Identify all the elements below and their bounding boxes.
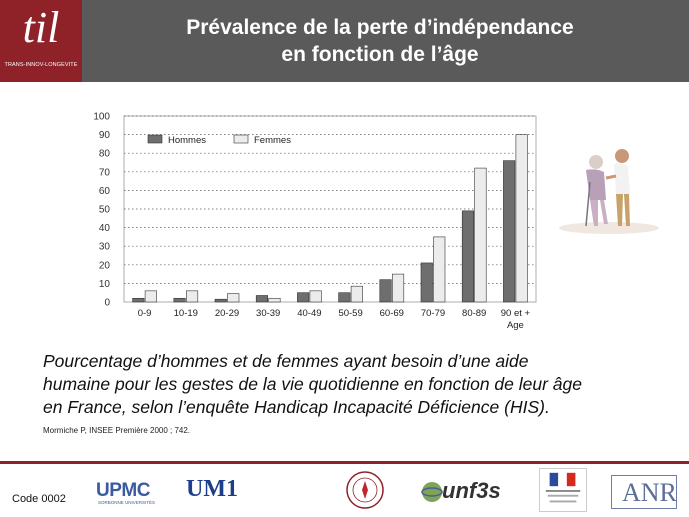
bar-hommes (132, 297, 145, 303)
footer-divider (0, 461, 689, 464)
y-tick-label: 0 (104, 298, 110, 309)
upmc-logo: UPMC SORBONNE UNIVERSITÉS (96, 480, 160, 508)
bar-hommes (379, 279, 392, 303)
figure-caption: Pourcentage d’hommes et de femmes ayant … (43, 350, 663, 419)
legend-label-hommes: Hommes (168, 135, 206, 146)
caption-line-2: humaine pour les gestes de la vie quotid… (43, 374, 582, 394)
x-tick-label: 10-19 (174, 308, 198, 319)
legend-swatch-femmes (233, 134, 249, 144)
header-bar: til TRANS-INNOV-LONGEVITE Prévalence de … (0, 0, 689, 82)
x-tick-label: 70-79 (421, 308, 445, 319)
y-tick-label: 80 (99, 149, 111, 160)
x-tick-label: 80-89 (462, 308, 486, 319)
x-tick-label: 60-69 (380, 308, 404, 319)
legend-swatch-hommes (147, 134, 163, 144)
title-line-1: Prévalence de la perte d’indépendance (186, 16, 574, 39)
y-tick-label: 70 (99, 167, 111, 178)
bar-femmes (309, 290, 322, 303)
bar-femmes (268, 297, 281, 303)
um1-wordmark: UM1 (186, 476, 238, 502)
y-tick-label: 20 (99, 260, 111, 271)
bar-hommes (214, 298, 227, 303)
y-tick-label: 90 (99, 130, 111, 141)
title-line-2: en fonction de l’âge (281, 43, 479, 66)
anr-wordmark: ANR (622, 478, 677, 507)
x-tick-label: 40-49 (297, 308, 321, 319)
republique-francaise-logo (539, 468, 587, 512)
source-reference: Mormiche P, INSEE Première 2000 ; 742. (43, 426, 191, 435)
logo-caption: TRANS-INNOV-LONGEVITE (4, 62, 78, 68)
caregiver-photo (559, 149, 659, 234)
bar-hommes (297, 292, 310, 303)
y-tick-label: 10 (99, 279, 111, 290)
y-tick-label: 40 (99, 223, 111, 234)
bar-femmes (433, 236, 446, 303)
logo-wordmark: til (22, 3, 60, 52)
unf3s-logo: unf3s (420, 476, 518, 506)
anr-logo: ANR (611, 475, 677, 509)
bar-chart: 0 10 20 30 40 50 60 70 80 90 100 0-9 10-19 20-29 30-39… (93, 112, 537, 331)
upmc-wordmark: UPMC (96, 480, 150, 501)
y-tick-label: 60 (99, 186, 111, 197)
x-tick-label: 30-39 (256, 308, 280, 319)
x-tick-label: 0-9 (138, 308, 152, 319)
til-logo: til TRANS-INNOV-LONGEVITE (0, 0, 82, 82)
bar-hommes (420, 262, 433, 303)
legend-label-femmes: Femmes (254, 135, 291, 146)
x-tick-label: 50-59 (338, 308, 362, 319)
bar-hommes (255, 295, 268, 303)
bar-femmes (186, 290, 199, 303)
bar-femmes (350, 285, 363, 303)
caption-line-3: en France, selon l’enquête Handicap Inca… (43, 397, 550, 417)
bar-femmes (144, 290, 157, 303)
slide-code: Code 0002 (12, 493, 66, 505)
bar-hommes (503, 160, 516, 303)
upmc-subtitle: SORBONNE UNIVERSITÉS (98, 500, 156, 505)
bar-hommes (173, 297, 186, 303)
slide-title: Prévalence de la perte d’indépendance en… (84, 14, 676, 68)
globe-icon (421, 482, 443, 502)
x-axis-label: Age (507, 320, 524, 331)
um1-logo: UM1 (186, 476, 246, 506)
unf3s-wordmark: unf3s (442, 478, 501, 503)
y-tick-label: 100 (93, 112, 110, 123)
bar-femmes (391, 273, 405, 303)
bar-femmes (515, 134, 528, 303)
x-tick-label: 90 et + (501, 308, 531, 319)
caption-line-1: Pourcentage d’hommes et de femmes ayant … (43, 351, 529, 371)
university-seal-logo (346, 471, 384, 509)
y-tick-label: 50 (99, 205, 111, 216)
bar-hommes (461, 210, 475, 303)
bar-hommes (338, 292, 351, 303)
bar-femmes (227, 293, 240, 303)
y-tick-label: 30 (99, 242, 111, 253)
bar-femmes (474, 167, 487, 303)
x-tick-label: 20-29 (215, 308, 239, 319)
